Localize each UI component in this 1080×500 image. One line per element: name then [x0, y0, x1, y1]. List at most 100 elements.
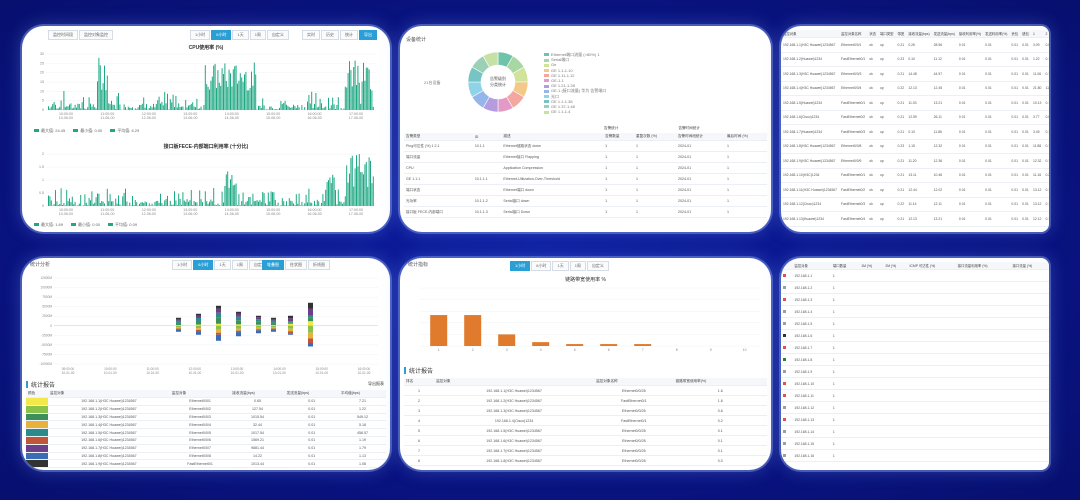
table-row[interactable]: 192.168.1.10 1 — [781, 377, 1049, 390]
table-row[interactable]: 192.168.1.10(H3C)1234 FastEthernet0/1 ok up… — [781, 168, 1049, 183]
table-row[interactable]: 192.168.1.14 1 — [781, 425, 1049, 438]
tab[interactable]: 柱状图 — [285, 260, 307, 270]
range-tab[interactable]: 自定义 — [266, 30, 289, 40]
column-header[interactable]: 错包 — [1020, 30, 1031, 38]
column-header[interactable]: 平均值(bps) — [338, 390, 386, 398]
export-button[interactable]: 导出报表 — [368, 381, 384, 386]
column-header[interactable]: 端口数量 — [830, 262, 860, 270]
column-header[interactable]: 状态 — [867, 30, 878, 38]
table-row[interactable]: 192.168.1.13 1 — [781, 413, 1049, 426]
column-header[interactable]: 监控对象 — [48, 390, 170, 398]
column-header[interactable]: 监控对象名称 — [594, 378, 674, 386]
column-header[interactable]: 2M (%) — [883, 262, 908, 270]
table-row[interactable]: 192.168.1.6(Cisco)1234 FastEthernet0/2 ok u… — [781, 110, 1049, 125]
table-row[interactable]: 192.168.1.9(H3C Huawei)1234567 Ethernet0/… — [781, 153, 1049, 169]
column-header[interactable]: 告警时间段统计 — [675, 133, 725, 141]
column-header[interactable]: 丢包 — [1009, 30, 1021, 38]
table-row[interactable]: Ping可达性 (%) 1.2.1 10.1.1 Ethernet链路状态 down… — [404, 140, 767, 152]
column-header[interactable]: 监控对象 — [169, 390, 231, 398]
tab[interactable]: 1周 — [569, 261, 586, 271]
tab[interactable]: 1小时 — [172, 260, 193, 270]
column-header[interactable]: 接收流量(bps) — [906, 30, 932, 38]
column-header[interactable]: 告警类型 — [404, 133, 473, 141]
table-row[interactable]: 端口状态 Ethernet端口 down 1 1 2024-01 1 — [404, 184, 767, 196]
table-row[interactable]: 6 192.168.1.6(H3C Huawei)1234567 Ethernet0… — [404, 435, 767, 446]
table-row[interactable]: 1 192.168.1.1(H3C Huawei)1234567 Ethernet0… — [404, 385, 767, 396]
table-row[interactable]: GE 1.1.1 10.1.1.1 Ethernet-Utilization-Ove… — [404, 173, 767, 185]
range-tab[interactable]: 1周 — [249, 30, 266, 40]
column-header[interactable]: 2 — [1043, 30, 1049, 38]
table-row[interactable]: 192.168.1.7 1 — [781, 341, 1049, 354]
table-row[interactable]: 192.168.1.4(H3C Huawei)1234567 Ethernet0/… — [26, 420, 386, 430]
table-row[interactable]: 3 192.168.1.3(H3C Huawei)1234567 Ethernet0… — [404, 405, 767, 416]
tab[interactable]: 1周 — [231, 260, 248, 270]
tab[interactable]: 6小时 — [193, 260, 214, 270]
table-row[interactable]: 7 192.168.1.7(H3C Huawei)1234567 Ethernet0… — [404, 445, 767, 456]
table-row[interactable]: 192.168.1.11 1 — [781, 389, 1049, 402]
column-header[interactable]: 端口类型 — [877, 30, 896, 38]
column-header[interactable]: ICMP 可达性 (%) — [907, 262, 956, 270]
table-row[interactable]: 192.168.1.7(H3C Huawei)1234567 Ethernet0/… — [26, 444, 386, 453]
table-row[interactable]: 192.168.1.13(Huawei)1234 FastEthernet0/4 o… — [781, 211, 1049, 227]
column-header[interactable]: 颜色 — [26, 390, 48, 398]
right-tab[interactable]: 历史 — [321, 30, 339, 40]
tab[interactable]: 1小时 — [510, 261, 531, 271]
top-tab[interactable]: 监控时间段 — [48, 30, 78, 40]
tab[interactable]: 折线图 — [308, 260, 330, 270]
table-row[interactable]: 端口流量 Ethernet接口 Flapping 1 1 2024-01 1 — [404, 151, 767, 163]
table-row[interactable]: 192.168.1.8 1 — [781, 353, 1049, 366]
column-header[interactable]: 重复次数 (%) — [634, 133, 676, 141]
table-row[interactable]: 192.168.1.5 1 — [781, 317, 1049, 330]
table-row[interactable]: 192.168.1.2 1 — [781, 281, 1049, 294]
table-row[interactable]: 192.168.1.9(H3C Huawei)1234567 FastEthern… — [26, 459, 386, 469]
table-row[interactable]: 192.168.1.4(H3C Huawei)1234567 Ethernet0/… — [781, 81, 1049, 96]
range-tab[interactable]: 1小时 — [190, 30, 211, 40]
table-row[interactable]: 192.168.1.1 1 — [781, 269, 1049, 282]
table-row[interactable]: 192.168.1.6 1 — [781, 329, 1049, 342]
table-row[interactable]: 192.168.1.2(H3C Huawei)1234567 Ethernet0/… — [26, 405, 386, 414]
right-tab[interactable]: 实时 — [302, 30, 320, 40]
table-row[interactable]: 192.168.1.3 1 — [781, 293, 1049, 306]
table-row[interactable]: 192.168.1.6(H3C Huawei)1234567 Ethernet0/… — [26, 436, 386, 445]
table-row[interactable]: 192.168.1.8(H3C Huawei)1234567 Ethernet0/… — [26, 452, 386, 461]
tab[interactable]: 1天 — [214, 260, 231, 270]
table-row[interactable]: 192.168.1.12 1 — [781, 401, 1049, 414]
tab[interactable]: 1天 — [552, 261, 569, 271]
column-header[interactable]: 监控对象 — [434, 378, 595, 386]
column-header[interactable]: 发送利用率(%) — [983, 30, 1010, 38]
table-row[interactable]: 2 192.168.1.2(H3C Huawei)1234567 FastEther… — [404, 395, 767, 406]
table-row[interactable]: 光功率 10.1.1.2 Serial接口 down 1 1 2024-01 1 — [404, 195, 767, 207]
right-tab[interactable]: 统计 — [340, 30, 358, 40]
column-header[interactable]: 告警数量 — [603, 133, 634, 141]
range-tab[interactable]: 1天 — [232, 30, 249, 40]
column-header[interactable]: 接收利用率(%) — [956, 30, 984, 38]
column-header[interactable]: 接口流量 (%) — [1010, 262, 1049, 270]
column-header[interactable]: 1 — [1030, 30, 1044, 38]
table-row[interactable]: 4 192.168.1.4(Cisco)1234 FastEthernet0/1 0.… — [404, 415, 767, 426]
table-row[interactable]: 192.168.1.4 1 — [781, 305, 1049, 318]
table-row[interactable]: CPU Application Compression 1 1 2024-01 1 — [404, 162, 767, 174]
column-header[interactable]: 描述 — [501, 133, 604, 141]
table-row[interactable]: 192.168.1.2(Huawei)1234 FastEthernet0/1 ok… — [781, 52, 1049, 67]
table-row[interactable]: 192.168.1.3(H3C Huawei)1234567 Ethernet0/… — [781, 66, 1049, 82]
column-header[interactable]: 排名 — [404, 378, 435, 386]
table-row[interactable]: 192.168.1.1(H3C Huawei)1234567 Ethernet0/… — [26, 397, 386, 406]
top-tab[interactable]: 监控对象监控 — [79, 30, 113, 40]
tab[interactable]: 6小时 — [531, 261, 552, 271]
column-header[interactable]: 监控对象 — [792, 262, 831, 270]
column-header[interactable]: 最后时间 (%) — [724, 133, 767, 141]
column-header[interactable]: 链路带宽使用率(%) — [673, 378, 767, 386]
column-header[interactable]: 监控对象名称 — [839, 30, 868, 38]
column-header[interactable]: 发送流量(bps) — [931, 30, 957, 38]
column-header[interactable]: 监控对象 — [781, 30, 840, 38]
tab[interactable]: 自定义 — [586, 261, 609, 271]
column-header[interactable]: 带宽 — [895, 30, 907, 38]
table-row[interactable]: 192.168.1.1(H3C Huawei)1234567 Ethernet0/… — [781, 37, 1049, 53]
table-row[interactable]: 192.168.1.5(Huawei)1234 FastEthernet0/1 ok… — [781, 95, 1049, 111]
table-row[interactable]: 192.168.1.12(Cisco)1234 FastEthernet0/3 ok… — [781, 197, 1049, 212]
table-row[interactable]: 192.168.1.16 1 — [781, 449, 1049, 462]
column-header[interactable]: 1M (%) — [859, 262, 884, 270]
right-tab[interactable]: 导出 — [359, 30, 377, 40]
table-row[interactable]: 192.168.1.3(H3C Huawei)1234567 Ethernet0/… — [26, 413, 386, 422]
table-row[interactable]: 接口板 FECE-内部端口 10.1.1.3 Serial接口 Down 1 1 2024… — [404, 206, 767, 218]
